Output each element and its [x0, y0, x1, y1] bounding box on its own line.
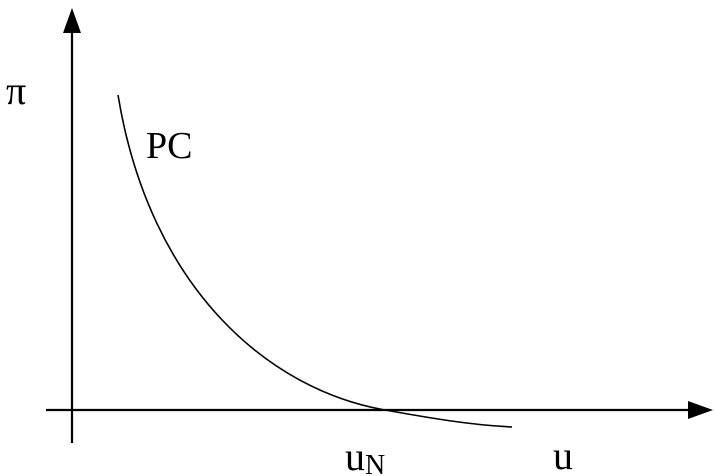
natural-rate-subscript: N [365, 450, 385, 476]
y-axis-label: π [6, 68, 26, 113]
y-axis-arrowhead [63, 8, 81, 33]
x-axis-arrowhead [688, 401, 713, 419]
pc-curve [117, 94, 513, 428]
curve-label: PC [146, 125, 192, 167]
natural-rate-label: uN [345, 434, 385, 476]
x-axis-label: u [553, 433, 573, 476]
natural-rate-base: u [345, 434, 365, 476]
